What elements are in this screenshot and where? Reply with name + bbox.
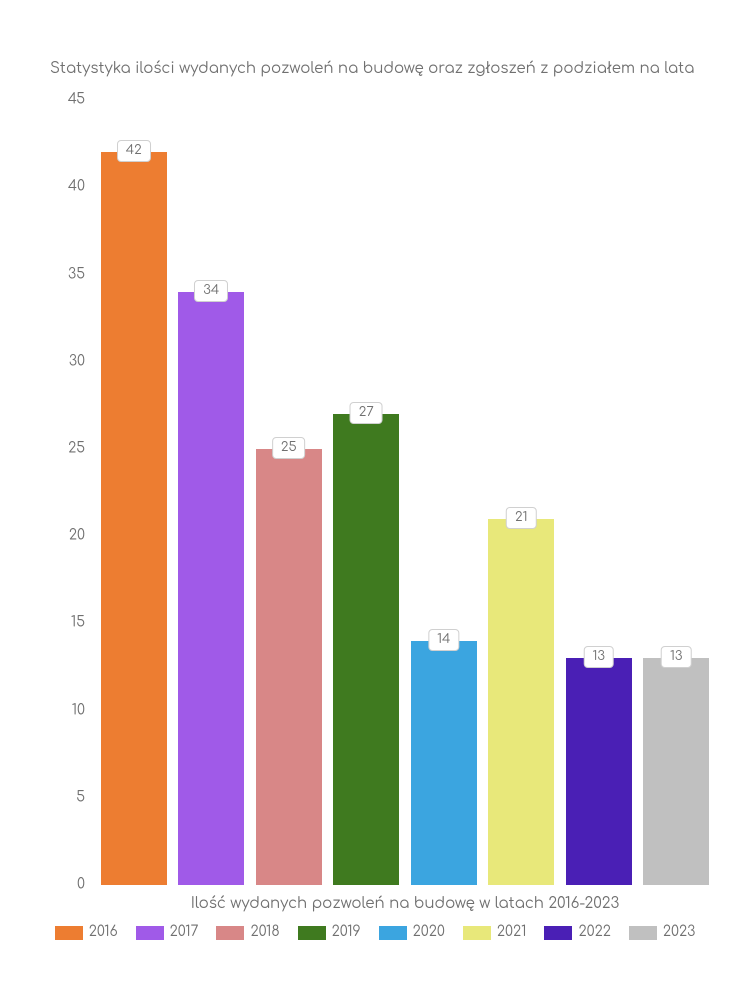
legend-label: 2020 bbox=[413, 925, 445, 940]
legend-item-2019: 2019 bbox=[298, 925, 361, 940]
y-tick: 25 bbox=[50, 441, 85, 456]
y-tick: 15 bbox=[50, 616, 85, 631]
legend-item-2022: 2022 bbox=[544, 925, 610, 940]
bar-2020: 14 bbox=[411, 641, 477, 885]
legend-label: 2021 bbox=[497, 925, 527, 940]
bar-2016: 42 bbox=[101, 152, 167, 885]
legend-item-2020: 2020 bbox=[379, 925, 445, 940]
legend-label: 2016 bbox=[89, 925, 118, 940]
bar-2022: 13 bbox=[566, 658, 632, 885]
legend-item-2021: 2021 bbox=[463, 925, 527, 940]
y-axis: 0 5 10 15 20 25 30 35 40 45 bbox=[50, 100, 95, 885]
bar-2021: 21 bbox=[488, 519, 554, 885]
y-tick: 40 bbox=[50, 180, 85, 195]
legend-item-2023: 2023 bbox=[629, 925, 695, 940]
bar-value-label: 13 bbox=[583, 646, 614, 668]
bar-value-label: 27 bbox=[350, 402, 383, 424]
bar-value-label: 21 bbox=[506, 507, 536, 529]
legend-swatch bbox=[136, 926, 164, 940]
y-tick: 45 bbox=[50, 93, 85, 108]
y-tick: 5 bbox=[50, 790, 85, 805]
y-tick: 35 bbox=[50, 267, 85, 282]
legend-label: 2018 bbox=[250, 925, 279, 940]
legend-label: 2019 bbox=[332, 925, 361, 940]
legend-swatch bbox=[629, 926, 657, 940]
legend: 2016 2017 2018 2019 2020 2021 2022 2023 bbox=[50, 925, 700, 940]
bar-2017: 34 bbox=[178, 292, 244, 885]
chart-title: Statystyka ilości wydanych pozwoleń na b… bbox=[50, 60, 694, 77]
plot-area: 4234252714211313 bbox=[95, 100, 715, 885]
legend-swatch bbox=[216, 926, 244, 940]
bar-2019: 27 bbox=[333, 414, 399, 885]
y-tick: 10 bbox=[50, 703, 85, 718]
legend-item-2018: 2018 bbox=[216, 925, 279, 940]
bar-value-label: 13 bbox=[661, 646, 692, 668]
legend-label: 2017 bbox=[170, 925, 199, 940]
y-tick: 0 bbox=[50, 878, 85, 893]
bar-value-label: 14 bbox=[428, 629, 459, 651]
legend-item-2016: 2016 bbox=[55, 925, 118, 940]
bar-value-label: 42 bbox=[117, 140, 151, 162]
chart-container: Statystyka ilości wydanych pozwoleń na b… bbox=[0, 0, 750, 1000]
bar-value-label: 25 bbox=[272, 437, 306, 459]
bar-2018: 25 bbox=[256, 449, 322, 885]
y-tick: 30 bbox=[50, 354, 85, 369]
legend-swatch bbox=[379, 926, 407, 940]
legend-label: 2023 bbox=[663, 925, 695, 940]
legend-swatch bbox=[298, 926, 326, 940]
legend-swatch bbox=[463, 926, 491, 940]
x-axis-label: Ilość wydanych pozwoleń na budowę w lata… bbox=[95, 895, 715, 912]
legend-item-2017: 2017 bbox=[136, 925, 199, 940]
legend-swatch bbox=[55, 926, 83, 940]
legend-label: 2022 bbox=[578, 925, 610, 940]
y-tick: 20 bbox=[50, 529, 85, 544]
bar-value-label: 34 bbox=[194, 280, 228, 302]
legend-swatch bbox=[544, 926, 572, 940]
bar-2023: 13 bbox=[643, 658, 709, 885]
